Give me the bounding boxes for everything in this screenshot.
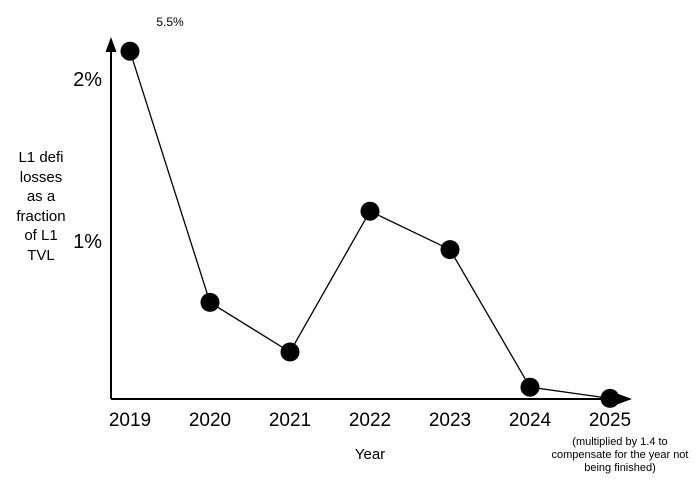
x-tick-label-2019: 2019 bbox=[108, 410, 152, 431]
series-points bbox=[120, 41, 620, 408]
footnote-line: (multiplied by 1.4 to bbox=[572, 436, 668, 448]
x-tick-label-2024: 2024 bbox=[508, 410, 552, 431]
x-axis-arrowhead bbox=[617, 393, 632, 405]
series-line bbox=[129, 51, 611, 400]
x-tick-label-2022: 2022 bbox=[348, 410, 392, 431]
footnote-line: being finished) bbox=[584, 462, 656, 475]
x-tick-label-2025: 2025 bbox=[588, 410, 632, 431]
y-axis-title-line: of L1 bbox=[24, 227, 58, 244]
y-axis-title: L1 defi losses as a fraction of L1 TVL bbox=[0, 148, 82, 265]
x-tick-label-2020: 2020 bbox=[188, 410, 232, 431]
y-axis-title-line: as a bbox=[26, 188, 56, 205]
data-point-2022 bbox=[360, 201, 380, 221]
y-tick-label-1pct: 1% bbox=[73, 231, 102, 253]
data-point-2021 bbox=[280, 342, 300, 362]
data-point-2020 bbox=[200, 292, 220, 312]
x-tick-label-2021: 2021 bbox=[268, 410, 312, 431]
footnote-line: compensate for the year not bbox=[551, 449, 689, 462]
data-point-2024 bbox=[520, 377, 540, 397]
data-point-2019 bbox=[120, 41, 140, 61]
x-tick-label-2023: 2023 bbox=[428, 410, 472, 431]
x-axis-title: Year bbox=[354, 446, 386, 463]
y-axis-title-line: TVL bbox=[27, 246, 55, 264]
data-point-2023 bbox=[440, 240, 460, 260]
footnote: (multiplied by 1.4 to compensate for the … bbox=[540, 436, 700, 476]
y-axis-title-line: losses bbox=[19, 168, 63, 186]
data-point-2025 bbox=[600, 388, 620, 408]
y-axis-title-line: fraction bbox=[16, 207, 66, 225]
y-tick-label-2pct: 2% bbox=[73, 69, 102, 91]
y-axis-title-line: L1 defi bbox=[18, 149, 64, 166]
y-axis-arrowhead bbox=[105, 37, 117, 52]
clipped-point-annotation: 5.5% bbox=[156, 15, 184, 29]
